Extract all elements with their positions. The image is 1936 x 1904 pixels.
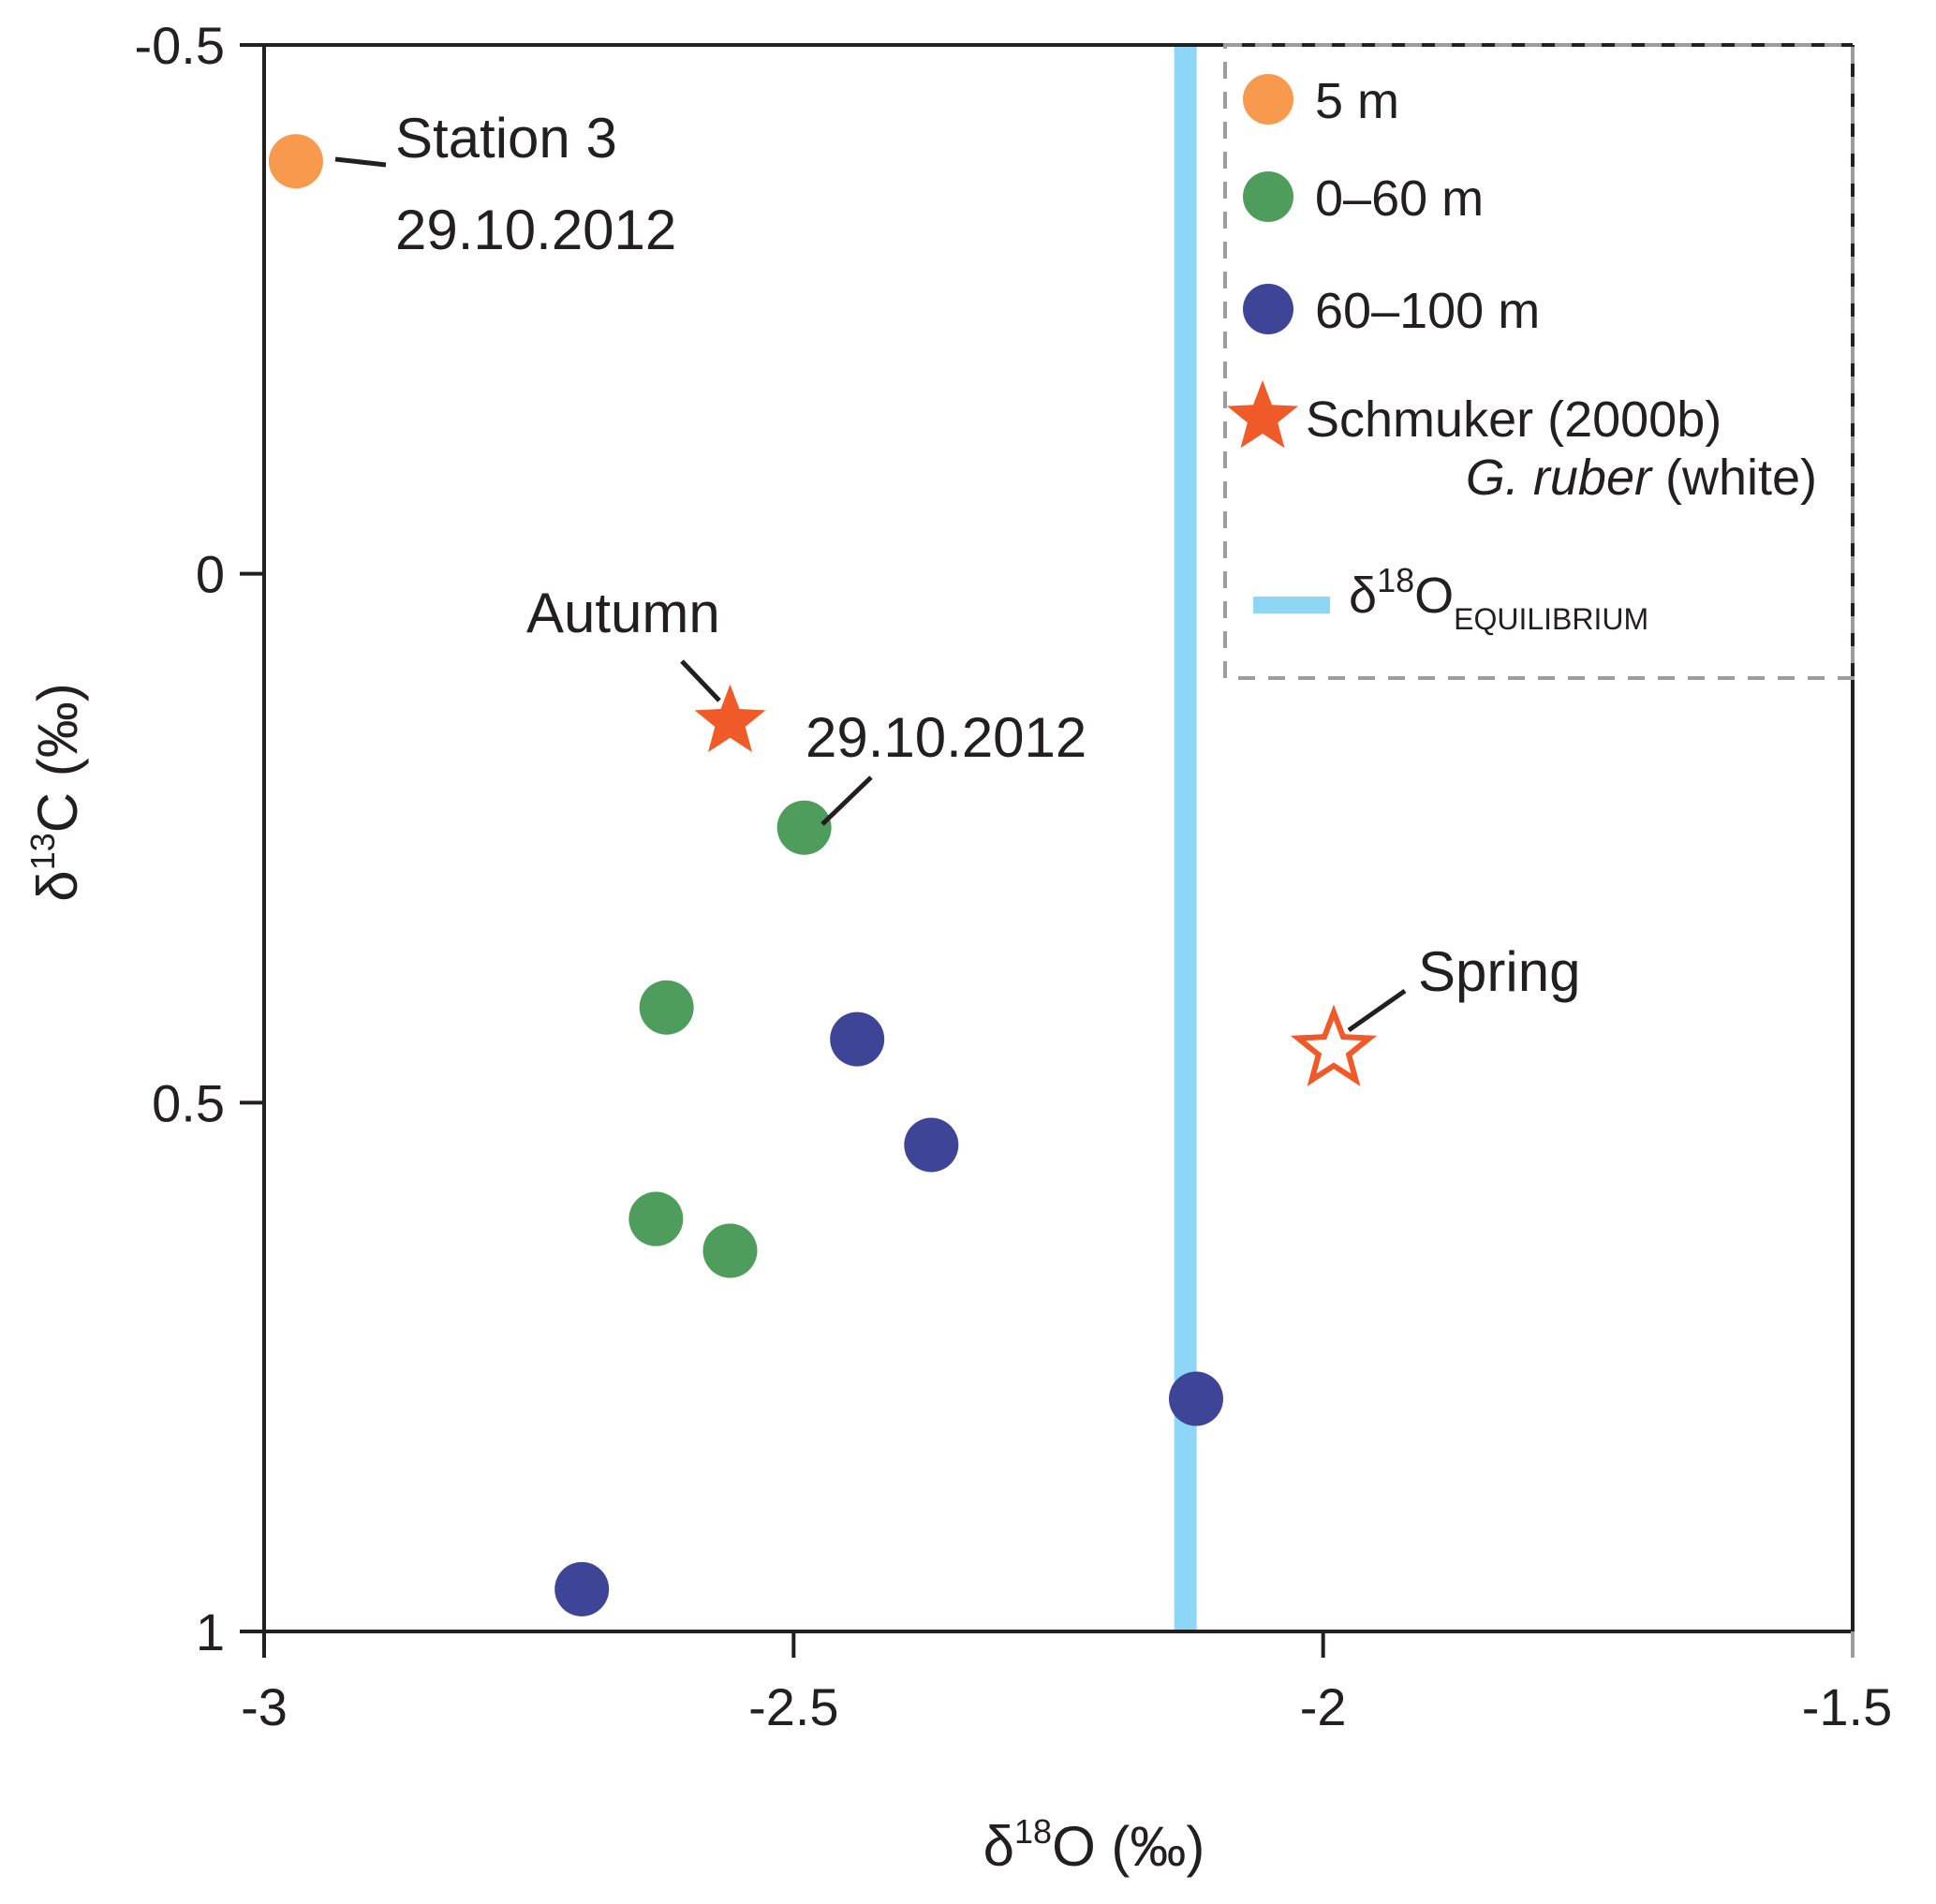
annotation-line: Station 3 <box>395 107 617 170</box>
x-axis-title-sup: 18 <box>1014 1812 1052 1851</box>
tick-labels: -3 -2.5 -2 -1.5 -0.5 0 0.5 1 <box>135 16 1893 1736</box>
legend-box <box>1223 43 1855 680</box>
y-tick-label: 0 <box>196 545 225 604</box>
axes <box>262 43 1855 1633</box>
date-label: 29.10.2012 <box>805 706 1086 769</box>
x-tick-label: -2 <box>1300 1677 1347 1736</box>
x-axis-title-delta: δ <box>983 1815 1014 1878</box>
y-tick-label: 0.5 <box>152 1073 225 1132</box>
data-point <box>830 1011 885 1067</box>
legend-marker-star <box>1227 380 1298 449</box>
legend-label: Schmuker (2000b) <box>1306 391 1722 448</box>
legend: 5 m 0–60 m 60–100 m Schmuker (2000b) G. rub… <box>1223 43 1855 680</box>
data-point <box>904 1117 959 1173</box>
annotation-line: 29.10.2012 <box>395 199 676 261</box>
x-axis-title: δ18O (‰) <box>983 1812 1205 1878</box>
spring-star <box>1290 1004 1378 1087</box>
x-tick-label: -2.5 <box>748 1677 839 1736</box>
x-tick-label: -1.5 <box>1802 1677 1893 1736</box>
legend-equilibrium-sup: 18 <box>1377 561 1414 599</box>
y-axis-title: δ13C (‰) <box>23 683 89 901</box>
legend-label: 0–60 m <box>1315 170 1484 227</box>
legend-equilibrium-sub: EQUILIBRIUM <box>1454 602 1648 636</box>
y-axis-title-sup: 13 <box>23 833 62 870</box>
annotation-line: 29.10.2012 <box>805 706 1086 769</box>
y-tick-label: 1 <box>196 1602 225 1661</box>
legend-species-rest: (white) <box>1651 450 1817 506</box>
legend-label: 5 m <box>1315 73 1399 129</box>
legend-label: 60–100 m <box>1315 283 1540 339</box>
autumn-label: Autumn <box>526 582 720 644</box>
data-point <box>776 800 832 855</box>
legend-marker-circle <box>1243 171 1293 222</box>
y-axis-title-rest: C (‰) <box>26 683 89 833</box>
y-tick-label: -0.5 <box>135 16 226 75</box>
legend-species-label: G. ruber (white) <box>1466 450 1817 506</box>
legend-equilibrium-delta: δ <box>1349 568 1377 624</box>
y-axis-title-delta: δ <box>26 870 89 901</box>
date-leader <box>820 775 873 826</box>
autumn-star <box>694 684 766 753</box>
data-point <box>1168 1371 1223 1426</box>
annotation-line: Autumn <box>526 582 720 644</box>
legend-species-italic: G. ruber <box>1466 450 1653 506</box>
spring-leader <box>1347 988 1407 1033</box>
data-point <box>702 1223 758 1278</box>
x-tick-label: -3 <box>241 1677 288 1736</box>
x-axis-title-rest: O (‰) <box>1052 1815 1204 1878</box>
annotations: Station 3 29.10.2012 29.10.2012 Autumn Sprin… <box>334 107 1580 1033</box>
spring-label: Spring <box>1418 940 1580 1003</box>
annotation-line: Spring <box>1418 940 1580 1003</box>
legend-marker-circle <box>1243 74 1293 125</box>
data-point <box>554 1561 610 1616</box>
legend-equilibrium-label: δ18OEQUILIBRIUM <box>1349 561 1648 636</box>
legend-marker-circle <box>1243 284 1293 334</box>
data-point <box>268 134 323 189</box>
legend-equilibrium-o: O <box>1414 568 1454 624</box>
autumn-leader <box>680 659 721 702</box>
data-point <box>639 980 694 1035</box>
data-point <box>628 1191 684 1247</box>
data-points <box>268 134 1378 1616</box>
station3-leader <box>334 156 387 168</box>
station3-label: Station 3 29.10.2012 <box>395 107 676 261</box>
